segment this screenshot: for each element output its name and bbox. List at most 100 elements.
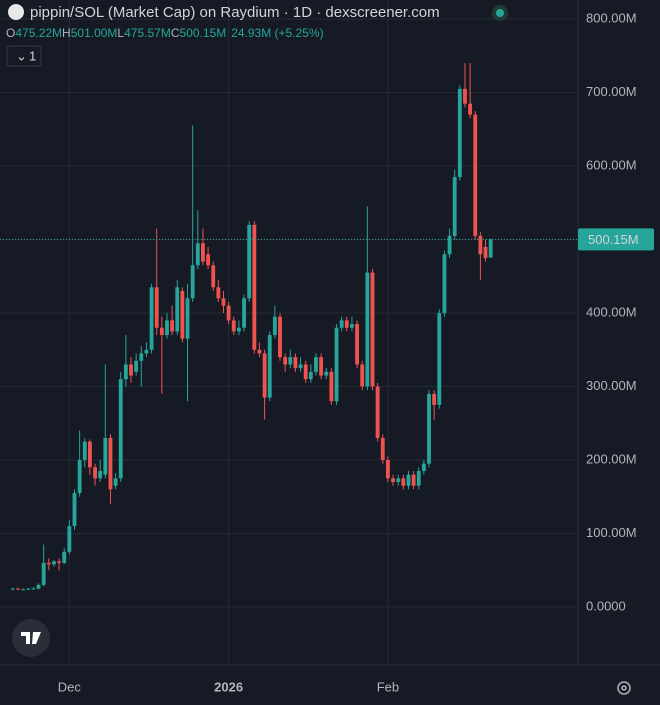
candle-body [252,224,257,350]
candle-body [226,305,231,321]
candle-body [211,265,216,288]
last-price-label: 500.15M [588,232,639,247]
candle-body [57,561,62,563]
candle-body [411,474,416,486]
token-icon [8,4,24,20]
candle-body [293,357,298,369]
candle-body [247,224,252,299]
candle-body [242,298,246,328]
candle-body [421,463,426,472]
candle-body [324,371,329,376]
y-tick-label: 600.00M [586,158,637,173]
settings-icon[interactable] [617,681,631,695]
candle-body [144,349,149,354]
candle-body [118,379,123,479]
candle-body [339,320,344,328]
candle-body [334,327,339,402]
candle-body [46,562,51,565]
candle-body [272,316,277,336]
interval-badge: 1 [29,48,36,63]
legend-key: C [171,26,180,40]
candle-body [159,327,164,336]
candle-body [41,562,46,585]
candle-body [401,478,406,486]
candle-body [350,324,354,328]
candle-body [31,588,36,590]
legend-value: 475.22M [15,26,62,40]
candle-body [21,589,26,591]
candle-body [442,254,447,314]
candle-body [303,364,308,380]
candle-body [62,551,67,563]
candle-body [175,287,180,332]
candle-body [170,320,175,332]
candle-body [190,265,195,299]
tv-logo-mark [21,632,41,644]
candle-body [123,364,128,380]
tv-logo[interactable] [12,619,50,657]
candle-body [416,471,421,486]
x-tick-label: 2026 [214,679,243,694]
candle-body [447,235,452,255]
candle-body [360,364,365,387]
candle-body [298,364,303,369]
candle-body [139,353,144,361]
settings-icon-center [621,685,627,691]
y-tick-label: 300.00M [586,378,637,393]
status-dot [496,9,504,17]
candle-body [262,353,267,398]
candle-body [98,471,103,479]
candle-body [278,316,282,358]
candle-body [385,459,390,479]
candle-body [165,320,169,336]
chart-title: pippin/SOL (Market Cap) on Raydium · 1D … [30,4,440,21]
candle-body [463,88,467,104]
candle-body [283,357,288,365]
legend-key: L [117,26,124,40]
candle-body [149,287,154,350]
candle-body [375,386,380,438]
candle-body [452,177,457,236]
candle-body [154,287,159,328]
candle-body [82,441,87,460]
candle-body [391,478,395,483]
candle-body [216,287,221,299]
ohlc-legend: O475.22MH501.00ML475.57MC500.15M 24.93M (… [6,26,324,40]
candle-body [77,459,82,494]
candle-body [236,327,241,332]
candle-body [468,103,473,115]
legend-key: H [62,26,71,40]
candle-body [427,393,431,464]
candle-body [93,467,97,479]
candle-body [36,584,41,589]
candle-body [52,561,56,565]
candle-body [457,88,462,178]
y-tick-label: 700.00M [586,84,637,99]
collapse-button[interactable] [6,45,42,67]
candle-body [365,272,370,387]
y-tick-label: 800.00M [586,11,637,26]
chevron-icon: ⌄ [16,48,27,63]
candle-body [473,114,478,236]
y-tick-label: 200.00M [586,451,637,466]
candle-body [257,349,262,354]
legend-key: O [6,26,15,40]
legend-value: 501.00M [71,26,118,40]
candle-body [380,437,385,460]
candle-body [432,393,437,405]
y-tick-label: 100.00M [586,525,637,540]
candle-body [355,324,360,365]
candle-body [134,360,139,372]
candle-body [72,493,77,527]
candle-body [314,357,318,372]
candle-body [67,526,72,552]
candle-body [231,320,236,332]
candle-body [87,441,92,468]
y-tick-label: 400.00M [586,304,637,319]
candle-body [10,588,15,590]
x-tick-label: Feb [377,679,399,694]
candle-body [180,290,185,339]
candle-body [113,478,118,486]
